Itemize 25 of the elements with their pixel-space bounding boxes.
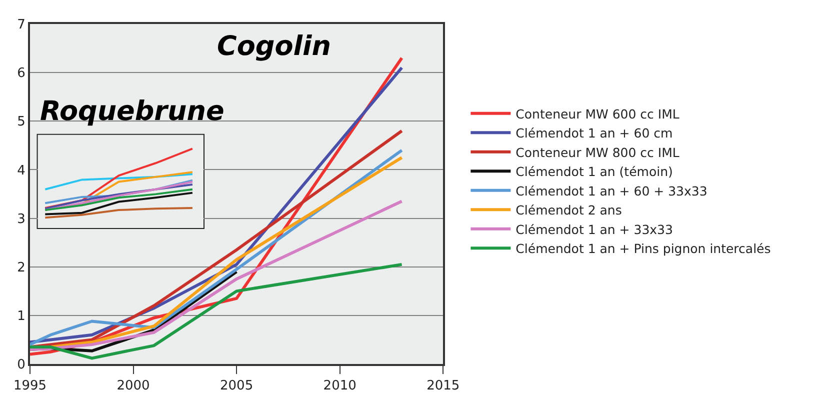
- y-tick-label: 7: [17, 18, 26, 33]
- y-tick-label: 2: [17, 260, 26, 276]
- chart-title: Cogolin: [217, 31, 331, 62]
- legend-label: Conteneur MW 800 cc IML: [516, 144, 680, 160]
- legend-label: Conteneur MW 600 cc IML: [516, 106, 680, 122]
- x-tick-label: 2000: [116, 378, 150, 394]
- legend-label: Clémendot 1 an (témoin): [516, 164, 673, 180]
- x-tick-label: 2010: [323, 378, 356, 394]
- legend-label: Clémendot 1 an + 60 + 33x33: [516, 183, 708, 198]
- y-tick-label: 5: [17, 114, 26, 130]
- y-tick-label: 1: [17, 308, 26, 324]
- x-tick-label: 1995: [13, 378, 47, 394]
- chart-title: Roquebrune: [40, 96, 224, 127]
- y-tick-label: 4: [17, 163, 26, 178]
- x-tick-label: 2015: [426, 378, 460, 394]
- y-tick-label: 0: [17, 358, 26, 373]
- line-series: [30, 200, 404, 351]
- legend-label: Clémendot 1 an + 33x33: [516, 222, 673, 237]
- y-tick-label: 6: [17, 66, 26, 82]
- x-tick-label: 2005: [220, 378, 254, 394]
- legend-label: Clémendot 2 ans: [516, 202, 622, 218]
- legend-label: Clémendot 1 an + Pins pignon intercalés: [516, 241, 771, 256]
- y-tick-label: 3: [17, 212, 26, 227]
- legend-label: Clémendot 1 an + 60 cm: [516, 126, 673, 141]
- line-series: [30, 262, 404, 360]
